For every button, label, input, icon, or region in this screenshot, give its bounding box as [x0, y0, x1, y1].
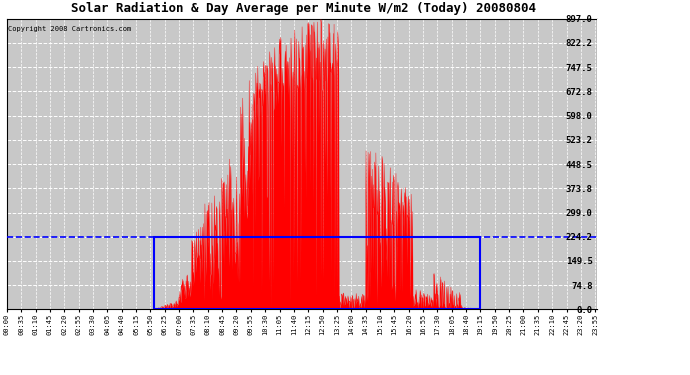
Text: Copyright 2008 Cartronics.com: Copyright 2008 Cartronics.com	[8, 26, 131, 32]
Bar	[155, 237, 480, 309]
Text: Solar Radiation & Day Average per Minute W/m2 (Today) 20080804: Solar Radiation & Day Average per Minute…	[71, 2, 536, 15]
